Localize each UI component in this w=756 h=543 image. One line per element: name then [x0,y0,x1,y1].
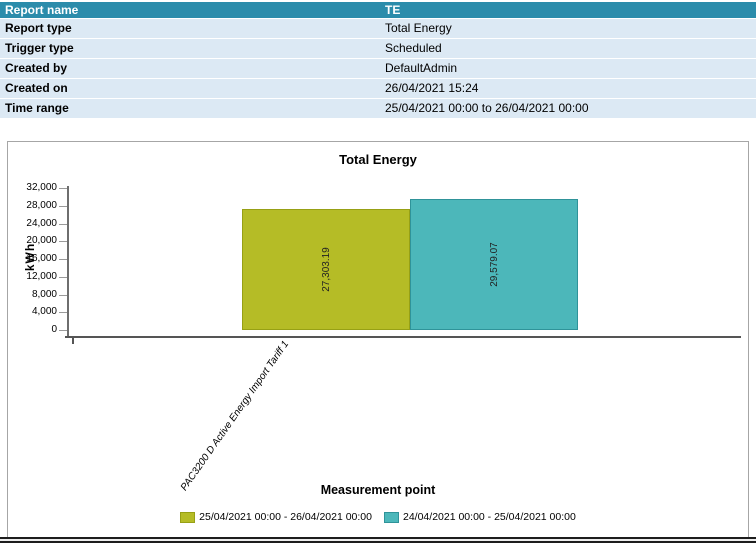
info-row-label: Created by [5,61,68,75]
y-tick-mark [59,259,67,260]
y-tick-label: 8,000 [31,288,57,300]
y-axis-line [67,186,69,336]
legend-label: 24/04/2021 00:00 - 25/04/2021 00:00 [403,511,576,523]
report-info-table: Report name TE Report type Total Energy … [0,2,756,119]
x-axis-tick-mark [72,338,74,344]
info-row: Time range 25/04/2021 00:00 to 26/04/202… [0,99,756,119]
info-table-header: Report name TE [0,2,756,19]
y-tick-mark [59,188,67,189]
legend-label: 25/04/2021 00:00 - 26/04/2021 00:00 [199,511,372,523]
info-row-label: Created on [5,81,68,95]
info-row-value: Total Energy [385,21,452,35]
x-category-label: PAC3200 D Active Energy Import Tariff 1 [178,339,292,493]
x-axis-line [65,336,741,338]
info-row: Report type Total Energy [0,19,756,39]
info-header-value: TE [385,3,401,17]
info-row-value: 25/04/2021 00:00 to 26/04/2021 00:00 [385,101,589,115]
legend-swatch-series-1 [384,511,399,523]
info-row: Trigger type Scheduled [0,39,756,59]
legend-item: 24/04/2021 00:00 - 25/04/2021 00:00 [384,511,576,523]
y-axis-labels: 0 4,000 8,000 12,000 16,000 20,000 24,000 28,00… [8,142,57,537]
y-tick-label: 0 [51,324,57,335]
y-tick-mark [59,330,67,331]
y-tick-label: 4,000 [31,306,57,318]
bar-series-0: 27,303.19 [242,209,410,330]
info-header-label: Report name [5,3,79,17]
info-row-label: Trigger type [5,41,74,55]
y-tick-mark [59,312,67,314]
legend-item: 25/04/2021 00:00 - 26/04/2021 00:00 [180,511,372,523]
info-row-value: DefaultAdmin [385,61,458,75]
plot-area: 27,303.19 29,579.07 [67,188,742,330]
info-row-label: Time range [5,101,69,115]
page-bottom-frame [0,537,756,543]
bar-value-label: 27,303.19 [320,247,332,292]
chart-legend: 25/04/2021 00:00 - 26/04/2021 00:00 24/0… [8,511,748,523]
y-tick-mark [59,241,67,243]
y-tick-label: 20,000 [26,235,57,247]
y-tick-label: 28,000 [26,199,57,211]
info-row: Created on 26/04/2021 15:24 [0,79,756,99]
chart-title: Total Energy [339,152,417,167]
chart-box: Total Energy kWh 0 4,000 8,000 12,000 16,000… [7,141,749,538]
y-tick-mark [59,223,67,225]
y-tick-mark [59,205,67,207]
x-axis-title: Measurement point [320,483,436,497]
bar-value-label: 29,579.07 [488,242,500,287]
y-tick-label: 16,000 [26,253,57,264]
y-tick-label: 12,000 [26,270,57,282]
info-row: Created by DefaultAdmin [0,59,756,79]
legend-swatch-series-0 [180,511,196,523]
info-row-value: 26/04/2021 15:24 [385,81,479,95]
info-row-value: Scheduled [385,41,442,55]
y-tick-label: 24,000 [26,217,57,229]
y-tick-mark [59,276,67,278]
y-tick-label: 32,000 [26,182,57,193]
info-row-label: Report type [5,21,72,35]
bar-series-1: 29,579.07 [410,199,578,330]
y-tick-mark [59,294,67,296]
